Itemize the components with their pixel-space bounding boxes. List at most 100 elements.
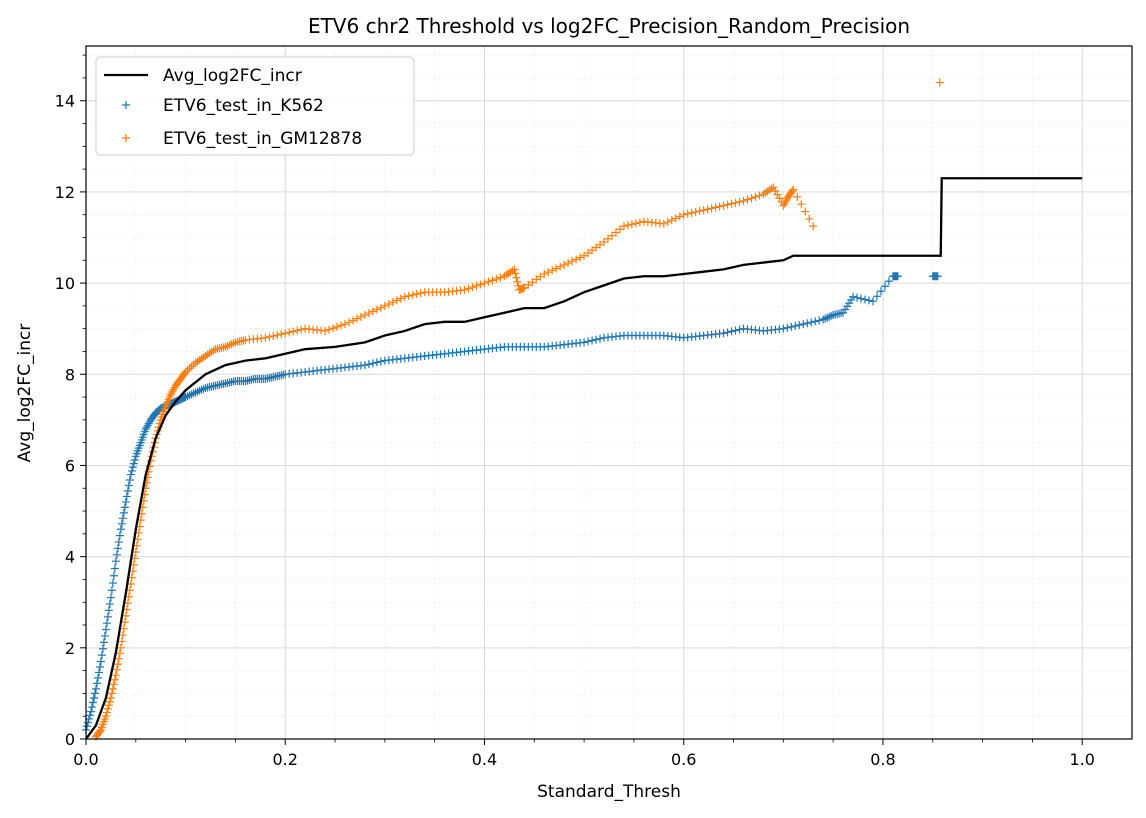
- y-tick-label: 6: [65, 456, 75, 475]
- gm12878-marker: [106, 693, 115, 702]
- gm12878-marker: [221, 342, 230, 351]
- avg-log2fc-line: [85, 177, 1083, 740]
- k562-marker: [120, 503, 129, 512]
- legend-label-gm12878: ETV6_test_in_GM12878: [163, 129, 362, 149]
- gm12878-marker: [404, 291, 413, 300]
- gm12878-marker: [376, 303, 385, 312]
- gm12878-marker: [101, 712, 110, 721]
- k562-marker: [872, 292, 881, 301]
- gm12878-marker: [552, 264, 561, 273]
- k562-marker: [92, 679, 101, 688]
- legend-label-avg: Avg_log2FC_incr: [163, 66, 302, 86]
- gm12878-marker: [114, 654, 123, 663]
- gm12878-marker: [548, 266, 557, 275]
- k562-marker: [130, 455, 139, 464]
- k562-marker: [189, 389, 198, 398]
- k562-marker: [110, 564, 119, 573]
- gm12878-marker: [464, 284, 473, 293]
- gm12878-marker: [333, 322, 342, 331]
- k562-marker: [102, 619, 111, 628]
- k562-marker: [87, 703, 96, 712]
- gm12878-marker: [739, 197, 748, 206]
- x-axis-label: Standard_Thresh: [537, 782, 681, 802]
- x-tick-label: 0.0: [73, 750, 98, 769]
- k562-marker: [819, 315, 828, 324]
- gm12878-marker: [167, 388, 176, 397]
- gm12878-marker: [496, 273, 505, 282]
- k562-marker: [117, 519, 126, 528]
- k562-marker: [105, 600, 114, 609]
- gm12878-marker: [285, 328, 294, 337]
- k562-marker: [119, 508, 128, 517]
- k562-marker: [199, 384, 208, 393]
- k562-marker: [111, 557, 120, 566]
- gm12878-marker: [782, 196, 791, 205]
- k562-marker: [807, 318, 816, 327]
- k562-marker: [126, 470, 135, 479]
- k562-marker: [584, 337, 593, 346]
- gm12878-marker: [388, 298, 397, 307]
- legend-box: [95, 56, 415, 156]
- k562-marker: [93, 673, 102, 682]
- chart-title: ETV6 chr2 Threshold vs log2FC_Precision_…: [308, 14, 910, 38]
- gm12878-marker: [110, 675, 119, 684]
- k562-marker: [98, 644, 107, 653]
- k562-marker: [876, 287, 885, 296]
- gm12878-marker: [329, 324, 338, 333]
- gm12878-marker: [472, 281, 481, 290]
- gm12878-marker: [265, 332, 274, 341]
- k562-marker: [823, 313, 832, 322]
- k562-marker: [127, 466, 136, 475]
- y-tick-label: 0: [65, 730, 75, 749]
- gm12878-marker: [105, 697, 114, 706]
- gm12878-marker: [368, 307, 377, 316]
- gm12878-marker: [556, 262, 565, 271]
- k562-marker: [727, 327, 736, 336]
- gm12878-marker: [619, 222, 628, 231]
- gm12878-marker: [780, 199, 789, 208]
- gm12878-marker: [297, 325, 306, 334]
- gm12878-marker: [183, 366, 192, 375]
- gm12878-marker: [659, 219, 668, 228]
- gm12878-marker: [805, 214, 814, 223]
- x-tick-label: 0.8: [870, 750, 895, 769]
- legend-plus-gm12878: [122, 134, 130, 142]
- k562-marker: [811, 317, 820, 326]
- gm12878-marker: [707, 204, 716, 213]
- gm12878-marker: [683, 209, 692, 218]
- gm12878-marker: [112, 665, 121, 674]
- gm12878-marker: [116, 643, 125, 652]
- gm12878-marker: [801, 207, 810, 216]
- gm12878-marker: [735, 197, 744, 206]
- gm12878-marker: [935, 78, 944, 87]
- gm12878-marker: [325, 325, 334, 334]
- gm12878-marker: [711, 203, 720, 212]
- legend-gm12878-marker: [122, 134, 130, 142]
- k562-marker: [187, 390, 196, 399]
- gm12878-marker: [623, 221, 632, 230]
- k562-marker: [779, 324, 788, 333]
- k562-marker: [106, 593, 115, 602]
- gm12878-marker: [540, 269, 549, 278]
- k562-marker: [86, 707, 95, 716]
- gm12878-marker: [695, 207, 704, 216]
- minor-grid: [86, 46, 1132, 739]
- k562-marker: [181, 393, 190, 402]
- k562-marker: [113, 544, 122, 553]
- gm12878-marker: [261, 333, 270, 342]
- x-tick-label: 1.0: [1069, 750, 1094, 769]
- gm12878-marker: [789, 185, 798, 194]
- gm12878-marker: [412, 290, 421, 299]
- gm12878-marker: [731, 198, 740, 207]
- k562-marker: [821, 314, 830, 323]
- k562-marker: [144, 419, 153, 428]
- gm12878-marker: [809, 222, 818, 231]
- k562-marker: [99, 638, 108, 647]
- series-k562-markers: [82, 272, 942, 734]
- gm12878-marker: [289, 327, 298, 336]
- k562-marker: [116, 525, 125, 534]
- x-axis-ticks: 0.0 0.2 0.4 0.6 0.8 1.0: [73, 739, 1095, 769]
- gm12878-marker: [511, 269, 520, 278]
- gm12878-marker: [102, 708, 111, 717]
- k562-marker: [791, 321, 800, 330]
